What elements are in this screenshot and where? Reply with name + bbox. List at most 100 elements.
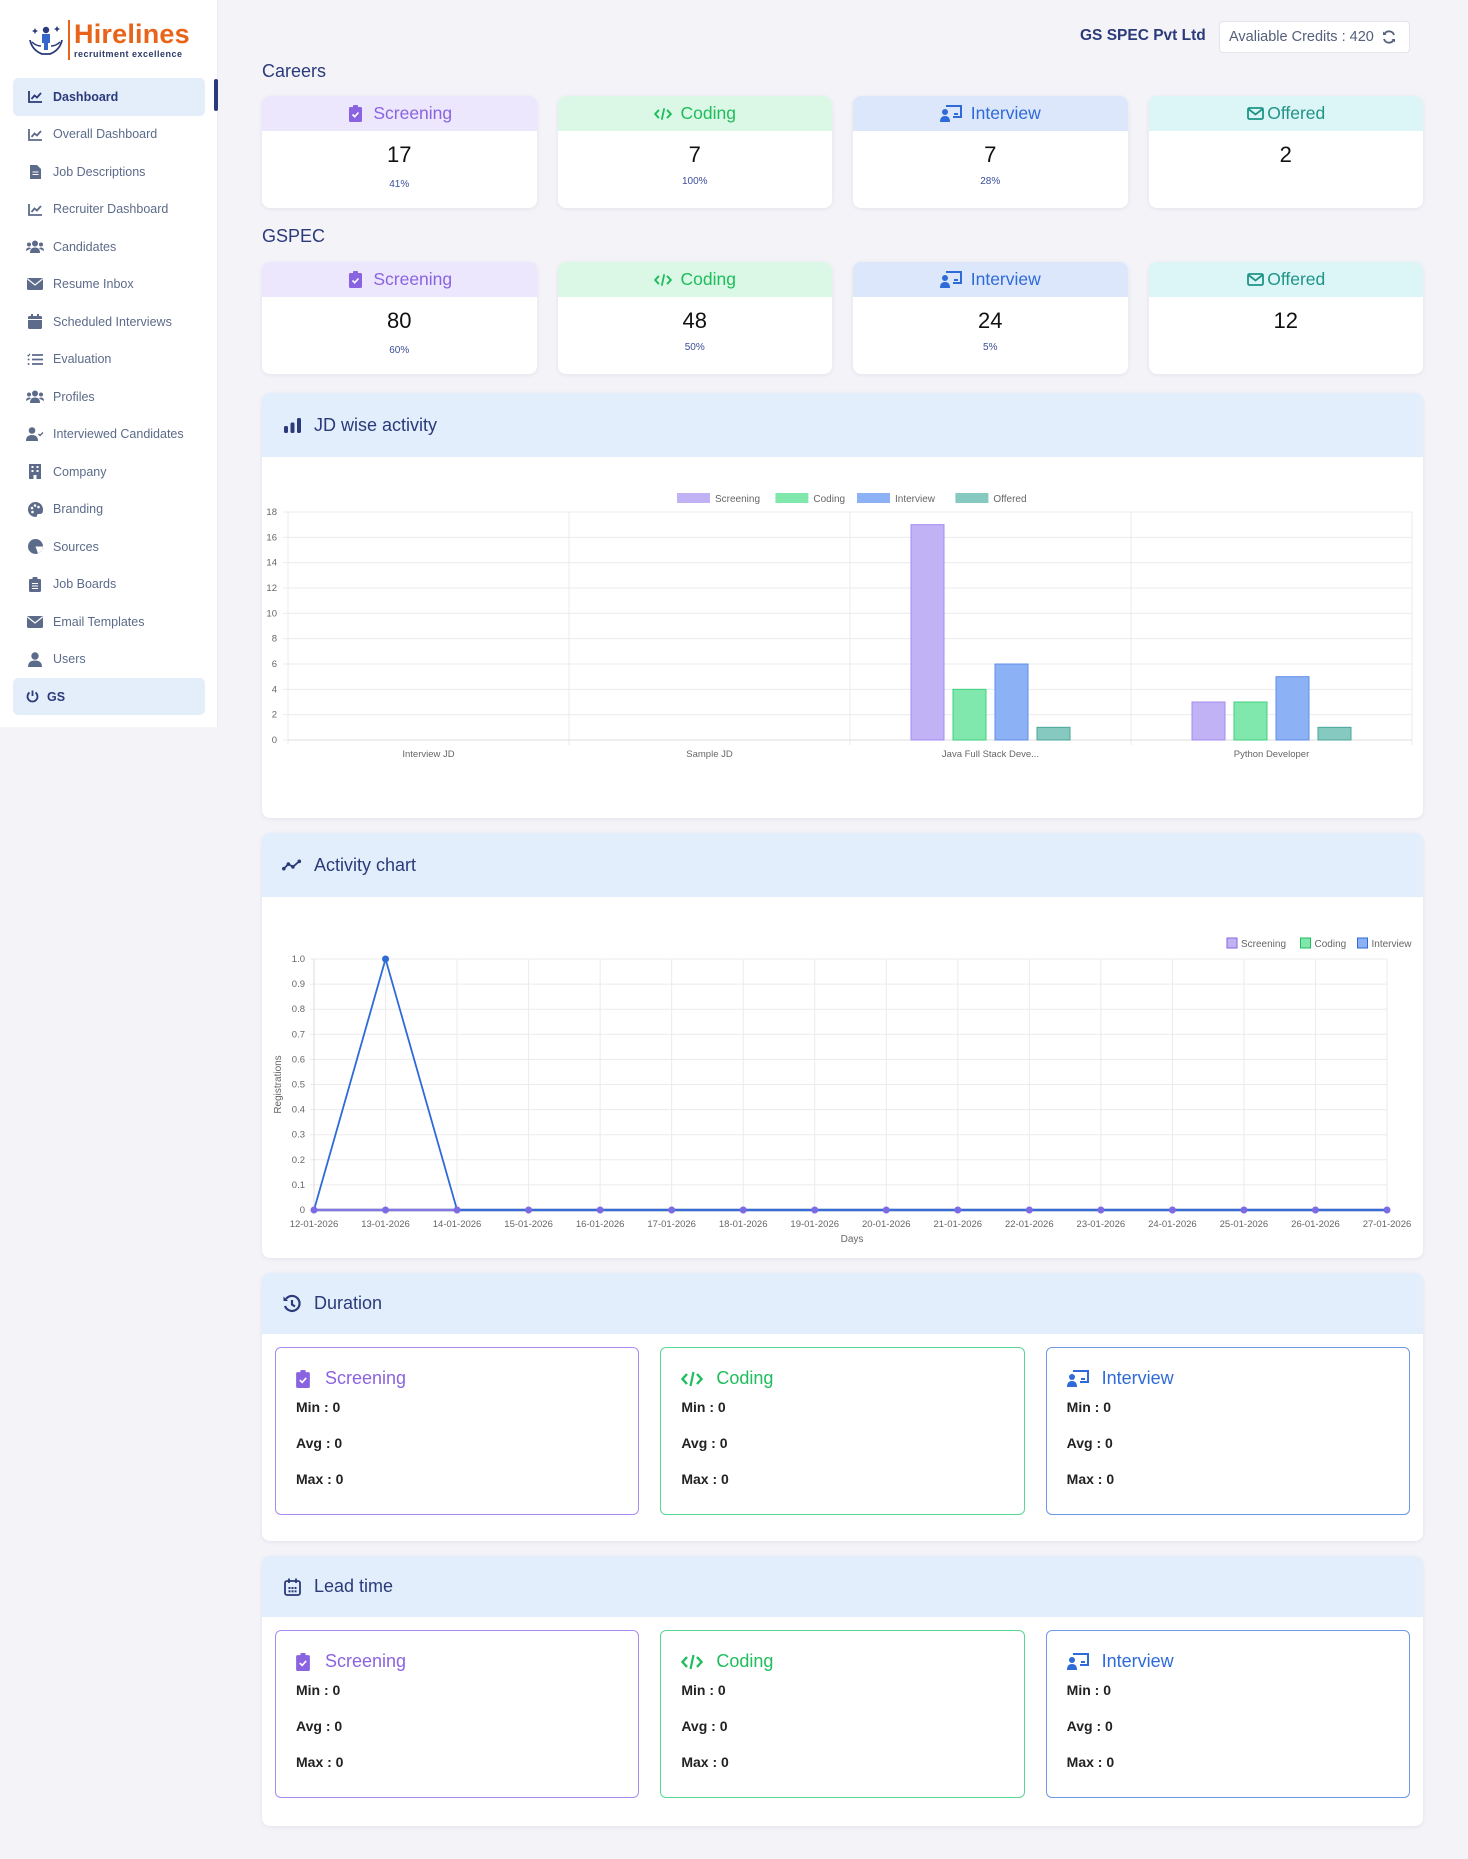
legend-swatch[interactable] bbox=[955, 493, 989, 503]
sidebar-item-email-templates[interactable]: Email Templates bbox=[13, 603, 205, 641]
stat-card-interview[interactable]: Interview 7 28% bbox=[853, 96, 1128, 208]
sidebar-item-resume-inbox[interactable]: Resume Inbox bbox=[13, 266, 205, 304]
activity-line-chart[interactable]: Screening Coding Interview 0 0.1 0.2 0.3 0.4 0.5… bbox=[262, 897, 1423, 1258]
x-tick-label: 12-01-2026 bbox=[290, 1219, 339, 1230]
data-point[interactable] bbox=[811, 1206, 819, 1214]
chalkboard-user-icon bbox=[1066, 1369, 1091, 1389]
bar[interactable] bbox=[994, 663, 1029, 741]
stat-label: Interview bbox=[970, 269, 1041, 289]
x-tick-label: 22-01-2026 bbox=[1005, 1219, 1054, 1230]
legend-label[interactable]: Offered bbox=[993, 494, 1026, 505]
data-point[interactable] bbox=[668, 1206, 676, 1214]
legend-label[interactable]: Interview bbox=[895, 494, 936, 505]
bar[interactable] bbox=[952, 688, 987, 741]
data-point[interactable] bbox=[739, 1206, 747, 1214]
data-point[interactable] bbox=[1097, 1206, 1105, 1214]
legend-label[interactable]: Screening bbox=[1241, 939, 1286, 950]
line-series[interactable] bbox=[313, 955, 1387, 1211]
sidebar-item-evaluation[interactable]: Evaluation bbox=[13, 341, 205, 379]
data-point[interactable] bbox=[1240, 1206, 1248, 1214]
data-point[interactable] bbox=[382, 955, 390, 963]
legend-label[interactable]: Coding bbox=[1315, 939, 1347, 950]
jd-activity-bar-chart[interactable]: Screening Coding Interview Offered 0 2 4 6 8 10 12… bbox=[262, 457, 1423, 818]
legend-swatch[interactable] bbox=[857, 493, 890, 503]
stat-card-offered[interactable]: Offered 12 bbox=[1148, 262, 1423, 374]
legend-swatch[interactable] bbox=[677, 493, 710, 503]
sidebar-item-candidates[interactable]: Candidates bbox=[13, 228, 205, 266]
activity-chart-panel: Activity chart Screening Coding Interview 0… bbox=[262, 833, 1423, 1258]
legend-swatch[interactable] bbox=[775, 493, 809, 503]
sidebar-item-recruiter-dashboard[interactable]: Recruiter Dashboard bbox=[13, 191, 205, 229]
x-tick-label: 26-01-2026 bbox=[1291, 1219, 1340, 1230]
data-point[interactable] bbox=[1311, 1206, 1319, 1214]
stat-card-coding[interactable]: Coding 7 100% bbox=[557, 96, 832, 208]
stat-value: 7 bbox=[688, 142, 701, 167]
code-icon bbox=[653, 105, 672, 123]
duration-card-screening: Screening Min : 0 Avg : 0 Max : 0 bbox=[275, 1347, 640, 1515]
logout-button[interactable]: GS bbox=[13, 678, 205, 715]
refresh-icon[interactable] bbox=[1382, 30, 1396, 44]
legend-label[interactable]: Interview bbox=[1372, 939, 1413, 950]
data-point[interactable] bbox=[382, 1206, 390, 1214]
sidebar-item-label: Evaluation bbox=[53, 352, 112, 367]
panel-header: Activity chart bbox=[262, 833, 1423, 897]
sidebar-item-profiles[interactable]: Profiles bbox=[13, 378, 205, 416]
legend-swatch[interactable] bbox=[1357, 937, 1368, 949]
legend-label[interactable]: Coding bbox=[813, 494, 845, 505]
data-point[interactable] bbox=[310, 1206, 318, 1214]
metric-max: Max : 0 bbox=[1066, 1754, 1115, 1770]
stat-card-interview[interactable]: Interview 24 5% bbox=[853, 262, 1128, 374]
y-tick-label: 0.5 bbox=[292, 1080, 305, 1091]
chalkboard-user-icon bbox=[1066, 1652, 1091, 1672]
y-tick-label: 0.6 bbox=[292, 1054, 305, 1065]
sidebar-item-branding[interactable]: Branding bbox=[13, 491, 205, 529]
sidebar-item-users[interactable]: Users bbox=[13, 641, 205, 679]
logo-divider bbox=[68, 20, 70, 60]
sidebar-item-dashboard[interactable]: Dashboard bbox=[13, 78, 205, 116]
stat-card-screening[interactable]: Screening 80 60% bbox=[262, 262, 537, 374]
legend-label[interactable]: Screening bbox=[715, 494, 760, 505]
sidebar-item-label: Scheduled Interviews bbox=[53, 314, 172, 329]
careers-cards: Screening 17 41% Coding 7 100% Interview 7… bbox=[262, 96, 1423, 208]
legend-swatch[interactable] bbox=[1300, 937, 1311, 949]
data-point[interactable] bbox=[596, 1206, 604, 1214]
sidebar-item-scheduled-interviews[interactable]: Scheduled Interviews bbox=[13, 303, 205, 341]
data-point[interactable] bbox=[882, 1206, 890, 1214]
metric-min: Min : 0 bbox=[296, 1399, 341, 1415]
stat-card-offered[interactable]: Offered 2 bbox=[1148, 96, 1423, 208]
bar[interactable] bbox=[1275, 676, 1310, 741]
jd-activity-panel: JD wise activity Screening Coding Intervie… bbox=[262, 393, 1423, 818]
sidebar-item-company[interactable]: Company bbox=[13, 453, 205, 491]
metric-avg: Avg : 0 bbox=[296, 1435, 343, 1451]
data-point[interactable] bbox=[1168, 1206, 1176, 1214]
stat-percent: 41% bbox=[389, 179, 410, 190]
bar[interactable] bbox=[1036, 726, 1071, 741]
sidebar-item-job-descriptions[interactable]: Job Descriptions bbox=[13, 153, 205, 191]
metric-max: Max : 0 bbox=[681, 1754, 729, 1770]
bar[interactable] bbox=[1233, 701, 1268, 741]
code-icon bbox=[653, 271, 672, 289]
bar[interactable] bbox=[910, 524, 945, 741]
data-point[interactable] bbox=[525, 1206, 533, 1214]
legend-swatch[interactable] bbox=[1226, 937, 1238, 949]
sidebar-item-job-boards[interactable]: Job Boards bbox=[13, 566, 205, 604]
stat-card-coding[interactable]: Coding 48 50% bbox=[557, 262, 832, 374]
user-icon bbox=[26, 651, 44, 667]
data-point[interactable] bbox=[1383, 1206, 1391, 1214]
x-tick-label: 13-01-2026 bbox=[361, 1219, 410, 1230]
logout-label: GS bbox=[47, 689, 66, 704]
bar[interactable] bbox=[1317, 726, 1352, 741]
sidebar-item-sources[interactable]: Sources bbox=[13, 528, 205, 566]
sidebar-nav: Dashboard Overall Dashboard Job Descript… bbox=[13, 78, 205, 715]
brand-logo[interactable]: Hirelines recruitment excellence bbox=[26, 18, 190, 62]
y-tick-label: 0.1 bbox=[292, 1180, 305, 1191]
bar[interactable] bbox=[1191, 701, 1226, 741]
x-tick-label: 18-01-2026 bbox=[719, 1219, 768, 1230]
stat-card-screening[interactable]: Screening 17 41% bbox=[262, 96, 537, 208]
data-point[interactable] bbox=[453, 1206, 461, 1214]
sidebar-item-overall-dashboard[interactable]: Overall Dashboard bbox=[13, 116, 205, 154]
list-check-icon bbox=[26, 351, 44, 367]
sidebar-item-interviewed-candidates[interactable]: Interviewed Candidates bbox=[13, 416, 205, 454]
data-point[interactable] bbox=[954, 1206, 962, 1214]
data-point[interactable] bbox=[1025, 1206, 1033, 1214]
